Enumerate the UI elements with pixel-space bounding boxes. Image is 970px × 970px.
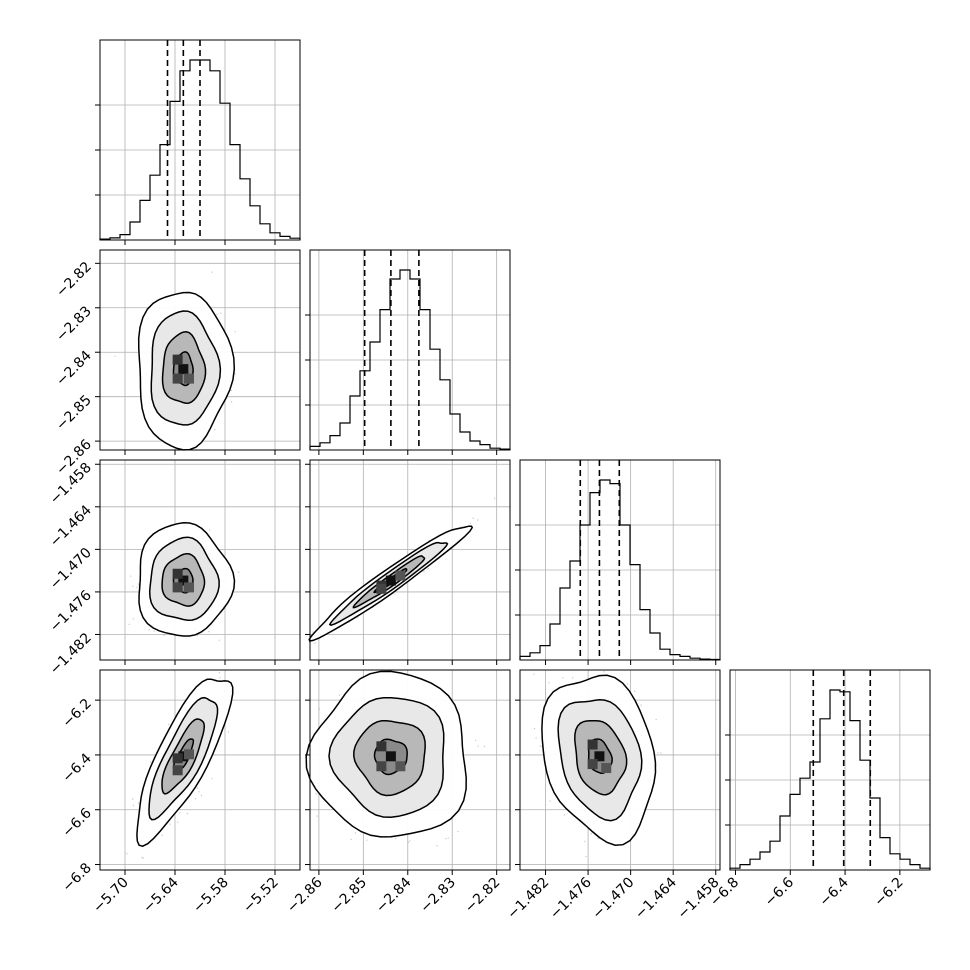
y-tick-label: −1.482 xyxy=(47,630,95,678)
density-peak xyxy=(172,765,183,776)
density-peak xyxy=(594,751,605,762)
density-peak xyxy=(587,759,598,770)
density-peak xyxy=(395,761,406,772)
histogram-step xyxy=(309,269,511,450)
x-tick-label: −5.52 xyxy=(240,875,282,917)
marginal-histogram-panel xyxy=(95,39,301,245)
joint-density-panel: −1.482−1.476−1.470−1.464−1.458 xyxy=(504,669,723,923)
panel-frame xyxy=(309,459,511,661)
y-tick-label: −1.470 xyxy=(47,545,95,593)
panel-frame xyxy=(519,459,721,661)
histogram-step xyxy=(729,689,931,870)
x-tick-label: −5.70 xyxy=(90,875,132,917)
density-peak xyxy=(184,749,195,760)
x-tick-label: −2.84 xyxy=(373,874,415,916)
density-peak xyxy=(172,568,183,579)
x-tick-label: −1.470 xyxy=(590,875,638,923)
density-peak xyxy=(376,761,387,772)
joint-density-panel: −5.70 −5.64 −5.58 −5.52 −6.8 −6.6 −6.4 −6.2 xyxy=(59,669,301,917)
panel-frame xyxy=(99,39,301,241)
density-peak xyxy=(178,364,189,375)
marginal-histogram-panel: −6.8 −6.6 −6.4 −6.2 xyxy=(707,669,931,910)
y-tick-label: −6.6 xyxy=(59,805,94,840)
panel-frame xyxy=(729,669,931,871)
density-peak xyxy=(172,354,183,365)
density-peak xyxy=(587,739,598,750)
x-tick-label: −1.476 xyxy=(547,874,595,922)
y-tick-label: −2.83 xyxy=(53,303,95,345)
panel-frame xyxy=(309,249,511,451)
x-tick-label: −2.83 xyxy=(417,875,459,917)
y-tick-label: −6.2 xyxy=(59,696,94,731)
marginal-histogram-panel xyxy=(515,459,721,665)
x-tick-label: −2.85 xyxy=(329,875,371,917)
x-tick-label: −1.482 xyxy=(504,875,552,923)
y-tick-label: −6.8 xyxy=(59,860,94,895)
x-tick-label: −6.2 xyxy=(871,875,906,910)
panel-frame xyxy=(99,459,301,661)
joint-density-panel: −2.86−2.85−2.84−2.83−2.82 xyxy=(284,669,511,917)
density-peak xyxy=(376,741,387,752)
density-peak xyxy=(184,582,195,593)
x-tick-label: −5.64 xyxy=(140,874,182,916)
y-tick-label: −1.476 xyxy=(47,587,95,635)
y-tick-label: −2.82 xyxy=(53,259,95,301)
x-tick-label: −6.4 xyxy=(817,874,852,909)
joint-density-panel: −2.86−2.85−2.84−2.83−2.82 xyxy=(53,249,301,478)
density-peak xyxy=(178,575,189,586)
density-peak xyxy=(184,373,195,384)
density-peak xyxy=(172,753,183,764)
x-tick-label: −2.86 xyxy=(284,874,326,916)
x-tick-label: −5.58 xyxy=(190,875,232,917)
x-tick-label: −1.464 xyxy=(632,874,680,922)
density-peak xyxy=(395,570,406,581)
joint-density-panel xyxy=(305,459,511,665)
density-peak xyxy=(172,582,183,593)
density-peak xyxy=(178,751,189,762)
panel-frame xyxy=(309,669,511,871)
density-peak xyxy=(385,751,396,762)
density-peak xyxy=(172,373,183,384)
y-tick-label: −1.464 xyxy=(47,502,95,550)
density-peak xyxy=(376,583,387,594)
panel-frame xyxy=(99,249,301,451)
x-tick-label: −6.6 xyxy=(762,874,797,909)
y-tick-label: −2.85 xyxy=(53,392,95,434)
panel-frame xyxy=(99,669,301,871)
y-tick-label: −2.84 xyxy=(53,348,95,390)
joint-density-panel: −1.482−1.476−1.470−1.464−1.458 xyxy=(47,459,301,678)
x-tick-label: −2.82 xyxy=(462,875,504,917)
marginal-histogram-panel xyxy=(305,249,511,455)
density-peak xyxy=(385,575,396,586)
panel-frame xyxy=(519,669,721,871)
y-tick-label: −6.4 xyxy=(59,750,94,785)
density-peak xyxy=(601,763,612,774)
